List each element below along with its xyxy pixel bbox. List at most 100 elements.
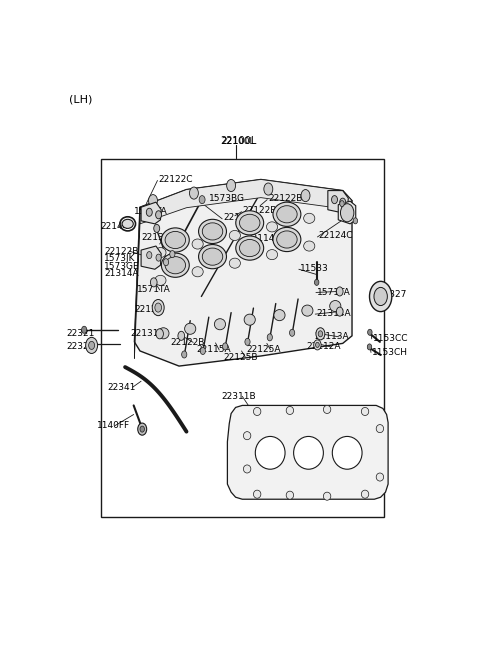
Circle shape <box>374 288 387 306</box>
Circle shape <box>155 303 162 312</box>
Circle shape <box>314 340 321 350</box>
Ellipse shape <box>286 491 294 499</box>
Polygon shape <box>328 191 348 213</box>
Ellipse shape <box>236 236 264 260</box>
Circle shape <box>245 339 250 345</box>
Circle shape <box>178 331 185 341</box>
Circle shape <box>200 347 205 354</box>
Ellipse shape <box>243 465 251 473</box>
Text: 22133: 22133 <box>223 214 252 222</box>
Ellipse shape <box>215 319 226 329</box>
Ellipse shape <box>199 244 227 269</box>
Text: 22321: 22321 <box>67 329 95 338</box>
Circle shape <box>156 254 161 261</box>
Text: 22125B: 22125B <box>223 352 257 362</box>
Text: 22327: 22327 <box>378 290 407 299</box>
Ellipse shape <box>276 231 297 248</box>
Text: 22144: 22144 <box>100 223 129 231</box>
Ellipse shape <box>240 240 260 257</box>
Circle shape <box>147 252 152 259</box>
Ellipse shape <box>276 206 297 223</box>
Circle shape <box>289 329 295 336</box>
Circle shape <box>340 200 344 207</box>
Text: 22131: 22131 <box>130 329 158 338</box>
Circle shape <box>190 187 198 199</box>
Circle shape <box>332 196 337 204</box>
Text: 22135: 22135 <box>141 233 169 242</box>
Ellipse shape <box>266 222 277 232</box>
Circle shape <box>156 329 163 339</box>
Text: 22100L: 22100L <box>221 136 257 146</box>
Ellipse shape <box>273 202 301 227</box>
Ellipse shape <box>376 473 384 481</box>
Ellipse shape <box>302 305 313 316</box>
Text: 1571TA: 1571TA <box>134 207 168 216</box>
Ellipse shape <box>286 406 294 415</box>
Ellipse shape <box>361 407 369 415</box>
Circle shape <box>318 331 323 337</box>
Polygon shape <box>228 405 388 499</box>
Ellipse shape <box>253 490 261 498</box>
Ellipse shape <box>192 267 203 277</box>
Ellipse shape <box>161 253 189 277</box>
Ellipse shape <box>304 214 315 223</box>
Circle shape <box>138 423 147 435</box>
Ellipse shape <box>229 231 240 240</box>
Ellipse shape <box>376 424 384 433</box>
Polygon shape <box>338 201 356 224</box>
Circle shape <box>368 329 372 335</box>
Ellipse shape <box>253 407 261 415</box>
Text: 1573BG: 1573BG <box>209 194 245 203</box>
Text: 22114A: 22114A <box>247 234 281 244</box>
Circle shape <box>85 337 97 354</box>
Circle shape <box>181 351 187 358</box>
Text: 22122B: 22122B <box>268 194 303 203</box>
Text: 21314A: 21314A <box>316 309 350 318</box>
Text: 1153CC: 1153CC <box>372 334 408 343</box>
Circle shape <box>82 326 87 333</box>
Circle shape <box>227 179 236 191</box>
Circle shape <box>340 198 346 206</box>
Circle shape <box>150 278 157 287</box>
Text: 22129: 22129 <box>134 305 163 314</box>
Text: 22122B: 22122B <box>171 338 205 347</box>
Circle shape <box>148 195 157 207</box>
Circle shape <box>367 344 372 350</box>
Polygon shape <box>134 207 140 358</box>
Ellipse shape <box>361 490 369 498</box>
Text: 11533: 11533 <box>300 264 329 272</box>
Circle shape <box>314 279 319 286</box>
Ellipse shape <box>266 250 277 259</box>
Text: 22341: 22341 <box>108 383 136 392</box>
Ellipse shape <box>229 258 240 269</box>
Text: 1571TA: 1571TA <box>317 288 350 297</box>
Ellipse shape <box>155 248 166 257</box>
Polygon shape <box>134 179 352 366</box>
Text: 22100L: 22100L <box>222 137 255 146</box>
Ellipse shape <box>202 248 223 265</box>
Ellipse shape <box>192 239 203 249</box>
Ellipse shape <box>158 328 169 339</box>
Circle shape <box>353 218 358 224</box>
Text: 1571TA: 1571TA <box>137 286 171 295</box>
Circle shape <box>335 198 344 210</box>
Ellipse shape <box>165 257 186 274</box>
Polygon shape <box>141 202 161 224</box>
Circle shape <box>199 196 205 204</box>
Circle shape <box>336 287 343 296</box>
Text: 22122B: 22122B <box>104 246 138 255</box>
Ellipse shape <box>236 211 264 235</box>
Text: 22124C: 22124C <box>319 231 353 240</box>
Text: 1140FF: 1140FF <box>96 421 130 430</box>
Ellipse shape <box>155 275 166 286</box>
Ellipse shape <box>273 227 301 252</box>
Ellipse shape <box>330 301 341 312</box>
Circle shape <box>154 225 160 233</box>
Circle shape <box>316 328 325 340</box>
Bar <box>101 159 384 517</box>
Circle shape <box>170 251 175 257</box>
Ellipse shape <box>185 323 196 334</box>
Ellipse shape <box>324 405 331 413</box>
Polygon shape <box>140 179 352 224</box>
Text: 22115A: 22115A <box>196 345 231 354</box>
